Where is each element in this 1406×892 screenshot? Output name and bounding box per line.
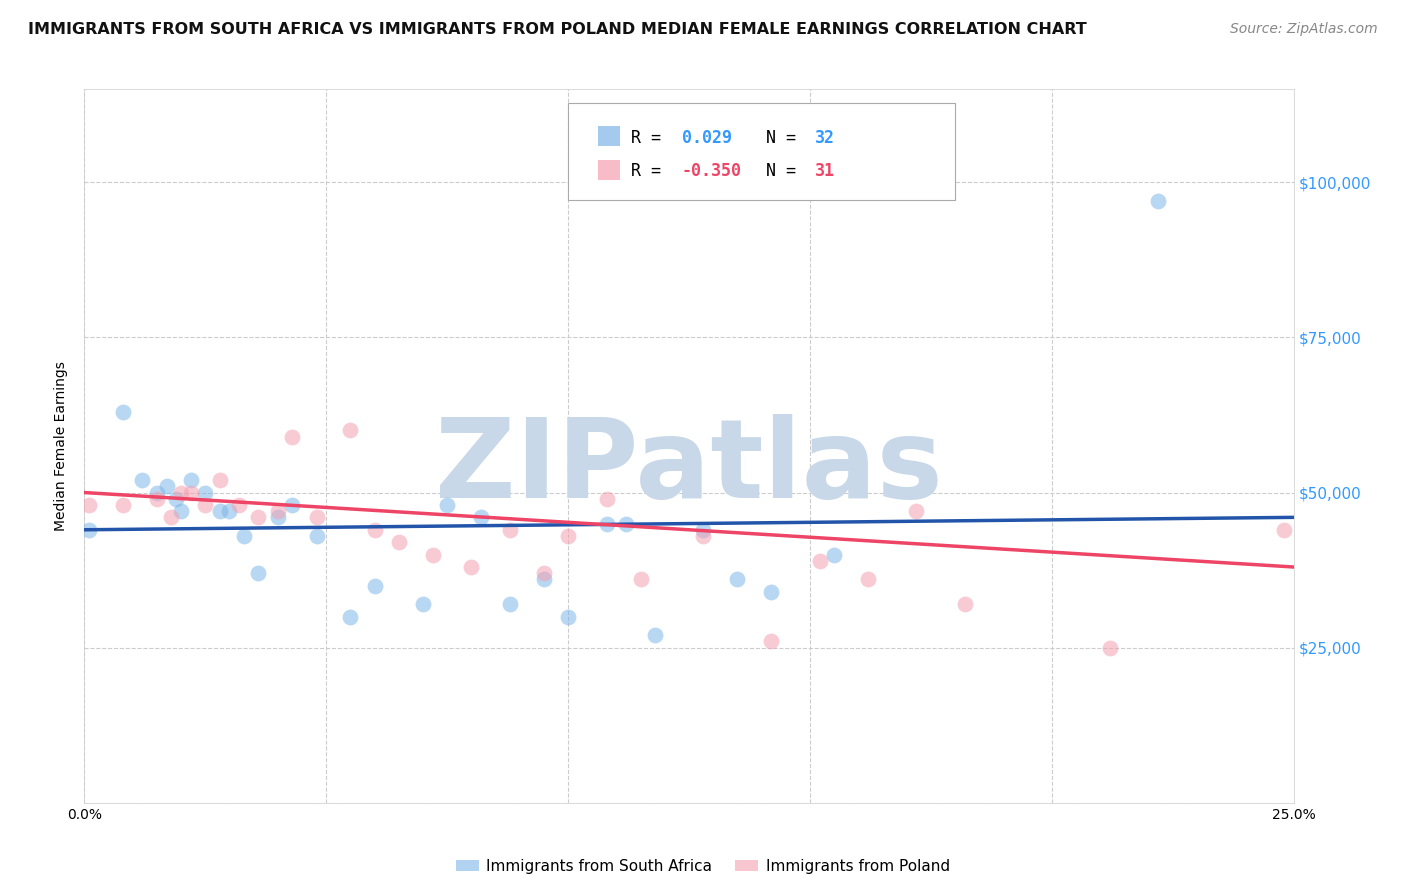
Text: N =: N =: [745, 162, 806, 180]
Text: ZIPatlas: ZIPatlas: [434, 414, 943, 521]
Point: [228, 498, 250, 512]
Point: [155, 479, 177, 493]
Y-axis label: Median Female Earnings: Median Female Earnings: [55, 361, 69, 531]
Point: [180, 485, 202, 500]
Point: [470, 510, 492, 524]
Point: [856, 573, 879, 587]
Point: [436, 498, 458, 512]
Point: [759, 634, 782, 648]
Point: [614, 516, 637, 531]
Text: 0.029: 0.029: [682, 128, 731, 146]
Point: [422, 548, 444, 562]
Point: [499, 597, 522, 611]
Point: [725, 573, 748, 587]
Point: [1272, 523, 1295, 537]
FancyBboxPatch shape: [599, 160, 620, 180]
FancyBboxPatch shape: [599, 127, 620, 146]
Text: N =: N =: [745, 128, 806, 146]
Point: [112, 498, 135, 512]
Point: [247, 510, 270, 524]
Point: [533, 566, 555, 581]
Point: [180, 473, 202, 487]
Legend: Immigrants from South Africa, Immigrants from Poland: Immigrants from South Africa, Immigrants…: [450, 853, 956, 880]
Point: [499, 523, 522, 537]
Point: [267, 504, 290, 518]
Point: [208, 473, 231, 487]
Text: R =: R =: [631, 128, 671, 146]
Point: [339, 609, 361, 624]
Text: Source: ZipAtlas.com: Source: ZipAtlas.com: [1230, 22, 1378, 37]
Point: [146, 485, 169, 500]
Point: [692, 529, 714, 543]
Point: [953, 597, 976, 611]
Point: [412, 597, 434, 611]
Point: [1147, 194, 1170, 208]
Point: [759, 584, 782, 599]
Point: [596, 516, 619, 531]
Point: [363, 579, 385, 593]
Point: [630, 573, 652, 587]
Point: [247, 566, 270, 581]
Point: [557, 529, 579, 543]
Point: [305, 510, 328, 524]
Point: [146, 491, 169, 506]
Point: [905, 504, 928, 518]
Text: -0.350: -0.350: [682, 162, 742, 180]
Point: [596, 491, 619, 506]
Point: [160, 510, 183, 524]
Point: [165, 491, 187, 506]
Point: [823, 548, 845, 562]
Point: [218, 504, 240, 518]
Point: [692, 523, 714, 537]
Point: [233, 529, 256, 543]
Point: [281, 498, 304, 512]
Point: [170, 504, 193, 518]
Point: [388, 535, 411, 549]
Point: [281, 430, 304, 444]
Text: IMMIGRANTS FROM SOUTH AFRICA VS IMMIGRANTS FROM POLAND MEDIAN FEMALE EARNINGS CO: IMMIGRANTS FROM SOUTH AFRICA VS IMMIGRAN…: [28, 22, 1087, 37]
Point: [267, 510, 290, 524]
Point: [1098, 640, 1121, 655]
Point: [644, 628, 666, 642]
FancyBboxPatch shape: [568, 103, 955, 200]
Text: R =: R =: [631, 162, 671, 180]
Point: [363, 523, 385, 537]
Point: [339, 424, 361, 438]
Point: [460, 560, 482, 574]
Point: [557, 609, 579, 624]
Point: [208, 504, 231, 518]
Point: [112, 405, 135, 419]
Point: [77, 523, 100, 537]
Point: [305, 529, 328, 543]
Point: [194, 498, 217, 512]
Text: 32: 32: [814, 128, 835, 146]
Point: [533, 573, 555, 587]
Text: 31: 31: [814, 162, 835, 180]
Point: [77, 498, 100, 512]
Point: [808, 554, 831, 568]
Point: [131, 473, 153, 487]
Point: [170, 485, 193, 500]
Point: [194, 485, 217, 500]
